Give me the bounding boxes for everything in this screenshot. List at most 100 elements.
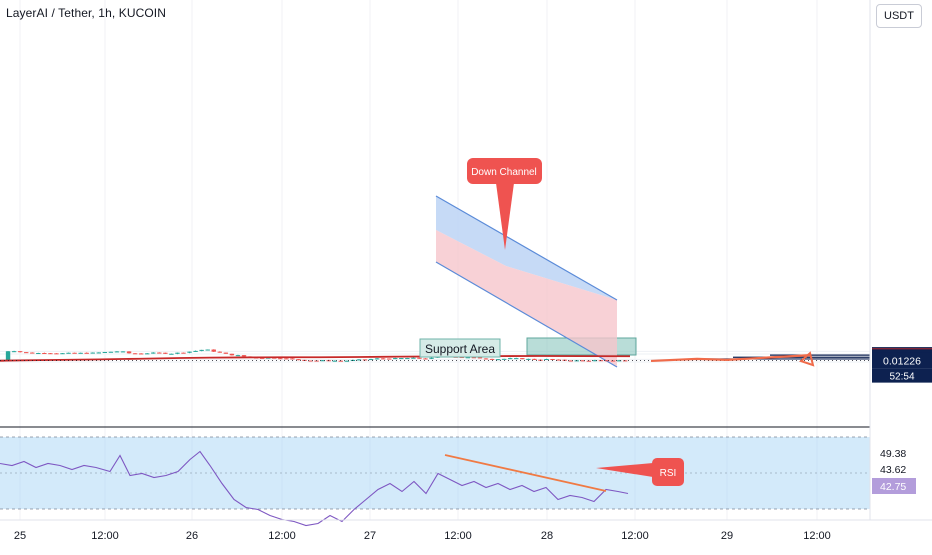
candle-body (17, 351, 23, 353)
candle-body (429, 357, 434, 359)
rsi-level-label: 49.38 (880, 448, 906, 460)
support-area-label: Support Area (425, 342, 495, 356)
candle-body (235, 355, 241, 357)
x-tick-label: 26 (186, 530, 198, 542)
overlay-lines: Down Channel Support Area (0, 158, 870, 367)
candle-body (126, 351, 132, 354)
candle-body (526, 358, 531, 360)
x-tick-label: 12:00 (91, 530, 119, 542)
candle-body (514, 358, 519, 360)
candle-body (90, 352, 95, 354)
rsi-panel: RSI (0, 426, 932, 527)
candle-body (199, 349, 204, 351)
annotation-areas (435, 195, 637, 368)
currency-button[interactable]: USDT (876, 4, 922, 28)
rsi-callout-label: RSI (660, 468, 677, 479)
candle-body (157, 352, 162, 354)
candle-body (417, 357, 422, 359)
channel-top-line (435, 195, 618, 301)
rsi-level-label: 42.75 (880, 481, 906, 493)
candle-body (399, 358, 404, 360)
support-area-label-box (419, 338, 501, 358)
candle-body (616, 360, 622, 362)
candle-body (78, 352, 83, 354)
candle-body (181, 352, 186, 354)
candle-body (30, 352, 35, 354)
candle-body (278, 358, 283, 360)
down-channel-label: Down Channel (471, 167, 537, 178)
channel-lower-fill (436, 230, 617, 367)
candle-body (477, 357, 483, 359)
candle-body (205, 349, 210, 351)
candle-body (11, 351, 17, 353)
down-channel-callout (467, 158, 542, 184)
candle-body (145, 353, 150, 355)
candle-body (5, 351, 11, 361)
chart-title: LayerAI / Tether, 1h, KUCOIN (6, 6, 166, 20)
channel-bottom-line (435, 261, 618, 368)
candle-body (544, 359, 549, 361)
candle-body (568, 360, 573, 362)
x-tick-label: 12:00 (621, 530, 649, 542)
price-labels: 0.013300.013060.012900.012580.0122652:54… (872, 347, 932, 494)
countdown-label: 52:54 (889, 372, 914, 383)
price-label: 0.01226 (883, 356, 921, 368)
candle-body (120, 351, 126, 353)
x-tick-label: 29 (721, 530, 733, 542)
candle-body (24, 352, 29, 354)
candle-body (465, 357, 471, 359)
candle-body (169, 353, 174, 355)
candle-body (338, 360, 343, 362)
candle-body (320, 360, 325, 362)
rsi-level-box (872, 445, 916, 461)
rsi-line (0, 450, 629, 527)
x-tick-label: 12:00 (803, 530, 831, 542)
candle-body (138, 353, 144, 355)
candle-body (259, 357, 265, 359)
candle-body (423, 358, 428, 360)
candle-body (241, 355, 247, 357)
x-tick-label: 12:00 (268, 530, 296, 542)
candle-body (610, 360, 616, 362)
candle-body (489, 358, 495, 360)
candle-body (290, 358, 295, 360)
candle-body (132, 353, 138, 355)
candle-body (550, 359, 555, 361)
candle-body (508, 358, 513, 360)
candle-body (604, 360, 610, 362)
candle-body (532, 358, 537, 360)
candle-body (356, 359, 362, 361)
candle-body (102, 351, 108, 353)
candle-body (54, 353, 59, 355)
x-tick-label: 28 (541, 530, 553, 542)
candle-body (387, 358, 392, 360)
candle-body (501, 358, 507, 360)
candle-body (175, 352, 180, 354)
rsi-trend-line (444, 454, 607, 492)
rsi-level-box (872, 461, 916, 477)
candle-body (114, 351, 120, 353)
candle-body (193, 350, 198, 352)
price-label-box (872, 352, 932, 369)
candle-body (411, 357, 416, 359)
candle-body (374, 358, 380, 360)
candle-body (217, 351, 222, 353)
candle-body (48, 353, 53, 355)
candle-body (284, 358, 289, 360)
candle-body (42, 353, 47, 355)
candle-body (72, 352, 77, 354)
candle-body (108, 351, 114, 353)
candle-body (471, 357, 477, 359)
candle-body (187, 351, 192, 353)
candle-body (393, 358, 398, 360)
candle-body (622, 360, 628, 362)
rsi-level-box (872, 478, 916, 494)
candle-body (586, 360, 592, 362)
candle-body (520, 358, 525, 360)
x-tick-label: 12:00 (444, 530, 472, 542)
candle-body (332, 360, 337, 362)
candle-body (380, 358, 386, 360)
candle-body (308, 360, 313, 362)
